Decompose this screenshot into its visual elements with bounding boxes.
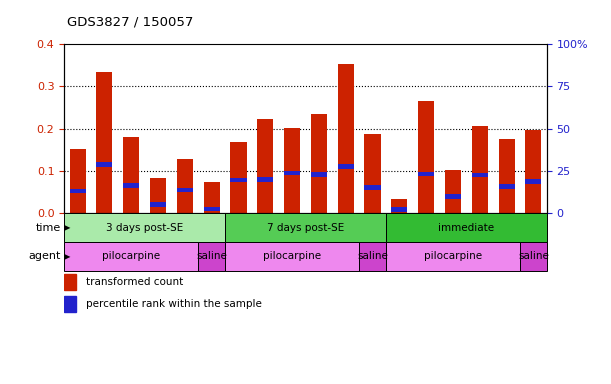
Text: percentile rank within the sample: percentile rank within the sample bbox=[86, 300, 262, 310]
Bar bbox=[257, 177, 273, 182]
Bar bbox=[257, 119, 273, 213]
Bar bbox=[499, 184, 514, 189]
Bar bbox=[230, 142, 246, 213]
Bar bbox=[284, 128, 300, 213]
Bar bbox=[230, 178, 246, 182]
Bar bbox=[97, 162, 112, 167]
Bar bbox=[64, 242, 198, 271]
Bar bbox=[391, 207, 408, 212]
Text: saline: saline bbox=[518, 251, 549, 262]
Bar bbox=[418, 101, 434, 213]
Bar bbox=[225, 213, 386, 242]
Bar bbox=[365, 185, 381, 190]
Bar bbox=[97, 71, 112, 213]
Bar bbox=[64, 213, 225, 242]
Bar bbox=[386, 213, 547, 242]
Text: 7 days post-SE: 7 days post-SE bbox=[267, 222, 344, 233]
Bar bbox=[203, 182, 220, 213]
Bar bbox=[123, 137, 139, 213]
Bar bbox=[418, 172, 434, 176]
Bar bbox=[177, 187, 193, 192]
Bar bbox=[177, 159, 193, 213]
Bar bbox=[391, 199, 408, 213]
Bar bbox=[70, 189, 86, 194]
Bar bbox=[64, 296, 76, 312]
Bar bbox=[445, 194, 461, 199]
Text: ▶: ▶ bbox=[64, 252, 70, 261]
Bar bbox=[311, 114, 327, 213]
Bar bbox=[64, 274, 76, 290]
Bar bbox=[338, 65, 354, 213]
Bar bbox=[123, 183, 139, 188]
Text: immediate: immediate bbox=[438, 222, 494, 233]
Bar bbox=[203, 207, 220, 211]
Text: agent: agent bbox=[29, 251, 61, 262]
Bar bbox=[499, 139, 514, 213]
Bar bbox=[338, 164, 354, 169]
Text: saline: saline bbox=[357, 251, 388, 262]
Bar bbox=[472, 173, 488, 177]
Text: 3 days post-SE: 3 days post-SE bbox=[106, 222, 183, 233]
Bar bbox=[359, 242, 386, 271]
Bar bbox=[445, 170, 461, 213]
Bar bbox=[198, 242, 225, 271]
Bar bbox=[520, 242, 547, 271]
Text: transformed count: transformed count bbox=[86, 277, 183, 287]
Bar bbox=[365, 134, 381, 213]
Text: pilocarpine: pilocarpine bbox=[102, 251, 160, 262]
Bar bbox=[525, 179, 541, 184]
Text: ▶: ▶ bbox=[64, 223, 70, 232]
Bar bbox=[70, 149, 86, 213]
Bar bbox=[150, 202, 166, 207]
Bar bbox=[225, 242, 359, 271]
Bar bbox=[525, 130, 541, 213]
Bar bbox=[311, 172, 327, 177]
Text: GDS3827 / 150057: GDS3827 / 150057 bbox=[67, 16, 194, 29]
Bar bbox=[386, 242, 520, 271]
Text: pilocarpine: pilocarpine bbox=[263, 251, 321, 262]
Text: pilocarpine: pilocarpine bbox=[424, 251, 482, 262]
Bar bbox=[150, 178, 166, 213]
Bar bbox=[284, 170, 300, 175]
Text: time: time bbox=[36, 222, 61, 233]
Bar bbox=[472, 126, 488, 213]
Text: saline: saline bbox=[196, 251, 227, 262]
